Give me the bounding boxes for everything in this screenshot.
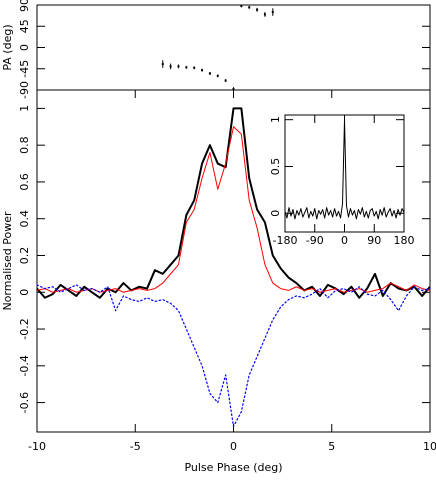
pa-point [177,65,180,68]
pa-point [208,72,211,75]
series-line [36,284,431,428]
y-axis-label: Normalised Power [1,211,14,311]
pa-point [161,63,164,66]
x-tick-label: -10 [28,440,46,453]
y-tick-label: -0.4 [18,355,31,376]
x-axis-label: Pulse Phase (deg) [184,461,282,474]
pa-point [263,13,266,16]
x-tick-label: 10 [423,440,436,453]
y-axis-label: PA (deg) [1,24,14,70]
pa-point [256,8,259,11]
x-tick-label: 90 [367,234,381,247]
x-tick-label: 0 [341,234,348,247]
x-tick-label: 0 [230,440,237,453]
y-tick-label: 0.8 [18,136,31,154]
y-tick-label: -90 [18,81,31,99]
pa-point [216,74,219,77]
x-tick-label: 5 [328,440,335,453]
pa-point [224,79,227,82]
pa-point [248,6,251,9]
pa-point [193,66,196,69]
y-tick-label: -0.6 [18,392,31,413]
y-tick-label: 0 [18,289,31,296]
y-tick-label: 0.5 [269,158,282,176]
pa-point [169,65,172,68]
series-line [284,119,405,220]
pa-point [201,69,204,72]
y-tick-label: 90 [18,0,31,12]
y-tick-label: -0.2 [18,318,31,339]
pa-point [240,4,243,7]
y-tick-label: 0 [18,44,31,51]
pa-point [185,66,188,69]
y-tick-label: 0.6 [18,173,31,191]
x-tick-label: -180 [273,234,298,247]
pa-point [232,88,235,91]
x-tick-label: -5 [130,440,141,453]
y-tick-label: 0.4 [18,210,31,228]
y-tick-label: 45 [18,19,31,33]
y-tick-label: 1 [269,116,282,123]
x-tick-label: -90 [306,234,324,247]
y-tick-label: 1 [18,105,31,112]
y-tick-label: 0 [269,210,282,217]
x-tick-label: 180 [394,234,415,247]
y-tick-label: 0.2 [18,247,31,265]
y-tick-label: -45 [18,60,31,78]
pa-point [271,11,274,14]
